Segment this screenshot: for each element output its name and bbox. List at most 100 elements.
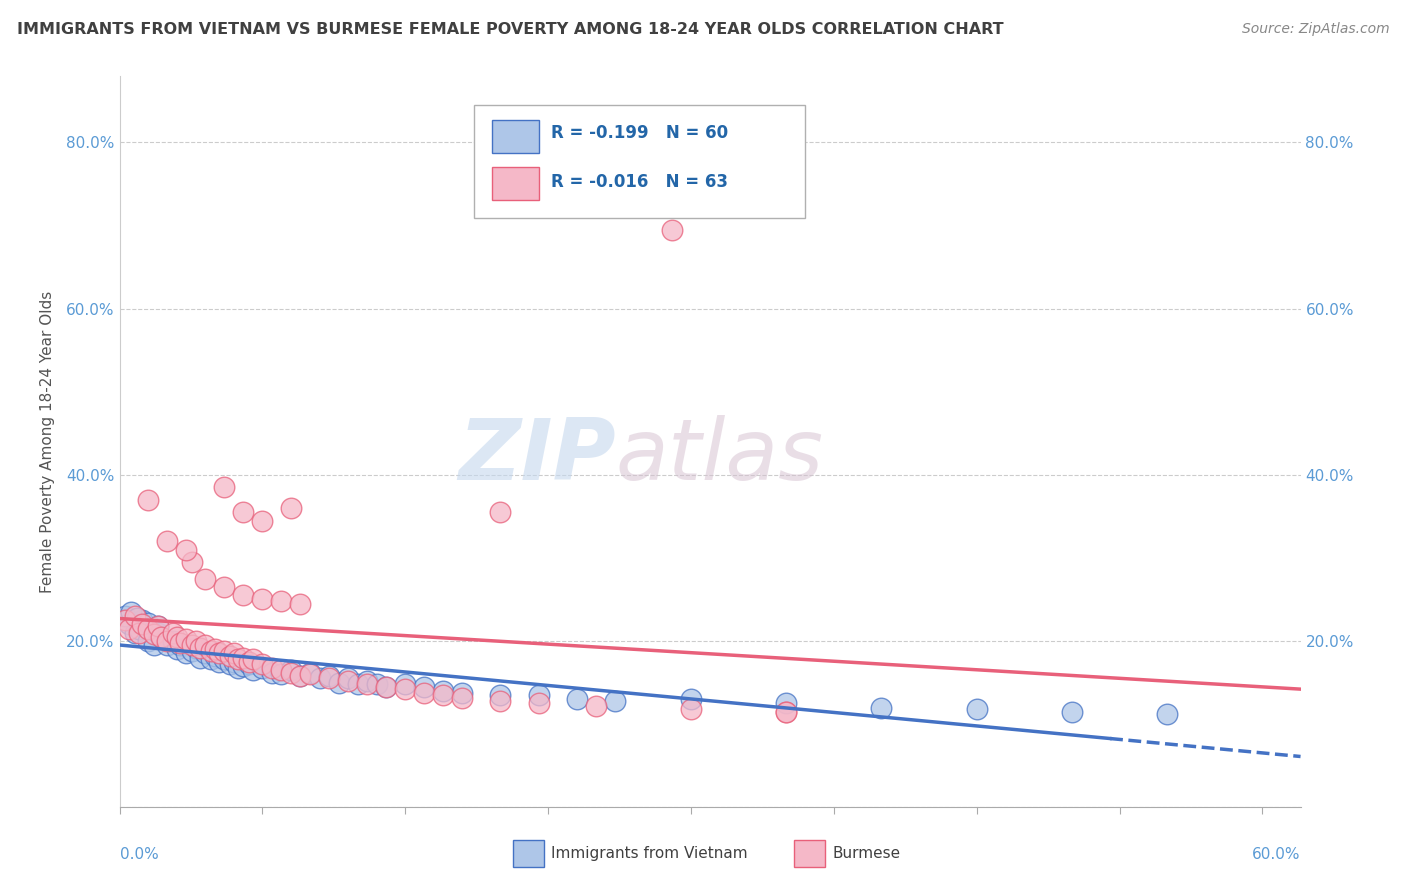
Point xyxy=(214,580,236,594)
Point xyxy=(232,505,254,519)
Point xyxy=(226,660,249,674)
Point xyxy=(200,644,222,658)
Point xyxy=(207,647,229,661)
Point xyxy=(238,657,260,672)
Point xyxy=(146,625,169,640)
Point xyxy=(432,684,454,698)
Text: Burmese: Burmese xyxy=(832,847,900,861)
Point xyxy=(603,694,626,708)
Point xyxy=(184,634,207,648)
Point xyxy=(156,534,179,549)
Bar xyxy=(492,168,538,200)
Point xyxy=(222,647,245,661)
Point xyxy=(146,619,169,633)
Point xyxy=(125,611,148,625)
Point xyxy=(194,572,217,586)
Point xyxy=(451,685,474,699)
Text: ZIP: ZIP xyxy=(458,415,616,498)
Point xyxy=(194,647,217,661)
Point xyxy=(252,514,274,528)
Point xyxy=(298,665,321,680)
Text: 60.0%: 60.0% xyxy=(1253,847,1301,863)
Point xyxy=(489,505,512,519)
Text: IMMIGRANTS FROM VIETNAM VS BURMESE FEMALE POVERTY AMONG 18-24 YEAR OLDS CORRELAT: IMMIGRANTS FROM VIETNAM VS BURMESE FEMAL… xyxy=(17,22,1004,37)
Point xyxy=(118,617,141,632)
Point xyxy=(162,625,184,640)
Point xyxy=(180,555,202,569)
Point xyxy=(527,688,550,702)
Point xyxy=(1156,707,1178,722)
Point xyxy=(489,694,512,708)
Point xyxy=(451,690,474,705)
Point xyxy=(679,702,702,716)
Point xyxy=(207,655,229,669)
Point xyxy=(270,594,292,608)
Point xyxy=(290,669,312,683)
Point xyxy=(131,613,153,627)
Point xyxy=(204,642,226,657)
Point xyxy=(337,672,360,686)
Point xyxy=(366,677,388,691)
Point xyxy=(270,663,292,677)
Point xyxy=(527,697,550,711)
Text: Source: ZipAtlas.com: Source: ZipAtlas.com xyxy=(1241,22,1389,37)
Bar xyxy=(492,120,538,153)
Point xyxy=(413,685,436,699)
Point xyxy=(219,648,242,663)
Point xyxy=(328,675,350,690)
Point xyxy=(146,619,169,633)
Point xyxy=(142,627,165,641)
Point xyxy=(174,632,197,647)
Point xyxy=(226,652,249,666)
Point xyxy=(169,638,191,652)
Point xyxy=(131,617,153,632)
Point xyxy=(120,605,142,619)
Point xyxy=(585,698,607,713)
Point xyxy=(661,222,683,236)
Text: atlas: atlas xyxy=(616,415,824,498)
Point xyxy=(124,625,146,640)
Point xyxy=(200,652,222,666)
Point xyxy=(290,669,312,683)
Point xyxy=(679,692,702,706)
Point xyxy=(219,657,242,672)
Point xyxy=(375,680,398,694)
Point xyxy=(162,634,184,648)
Point xyxy=(565,692,588,706)
Point xyxy=(775,697,797,711)
Text: R = -0.016   N = 63: R = -0.016 N = 63 xyxy=(551,173,727,191)
Point xyxy=(1060,705,1083,719)
Point xyxy=(356,677,378,691)
Point xyxy=(775,705,797,719)
Point xyxy=(222,655,245,669)
Point xyxy=(870,700,893,714)
Point xyxy=(150,630,173,644)
Point xyxy=(232,659,254,673)
Point xyxy=(232,650,254,665)
Point xyxy=(150,630,173,644)
Point xyxy=(280,665,302,680)
Point xyxy=(298,667,321,681)
Point xyxy=(156,638,179,652)
Point xyxy=(136,492,159,507)
Point xyxy=(356,673,378,688)
Point xyxy=(318,669,340,683)
Point xyxy=(204,648,226,663)
Point xyxy=(214,480,236,494)
Point xyxy=(232,588,254,602)
Point xyxy=(280,501,302,516)
Point xyxy=(775,705,797,719)
Point xyxy=(169,635,191,649)
Point xyxy=(136,615,159,630)
Point xyxy=(214,644,236,658)
Point xyxy=(346,677,368,691)
Point xyxy=(318,672,340,686)
Point xyxy=(114,613,136,627)
Point xyxy=(308,672,330,686)
Point xyxy=(114,609,136,624)
Point xyxy=(142,638,165,652)
Point xyxy=(128,622,150,636)
Point xyxy=(394,682,416,697)
Text: R = -0.199   N = 60: R = -0.199 N = 60 xyxy=(551,124,728,142)
FancyBboxPatch shape xyxy=(474,105,804,219)
